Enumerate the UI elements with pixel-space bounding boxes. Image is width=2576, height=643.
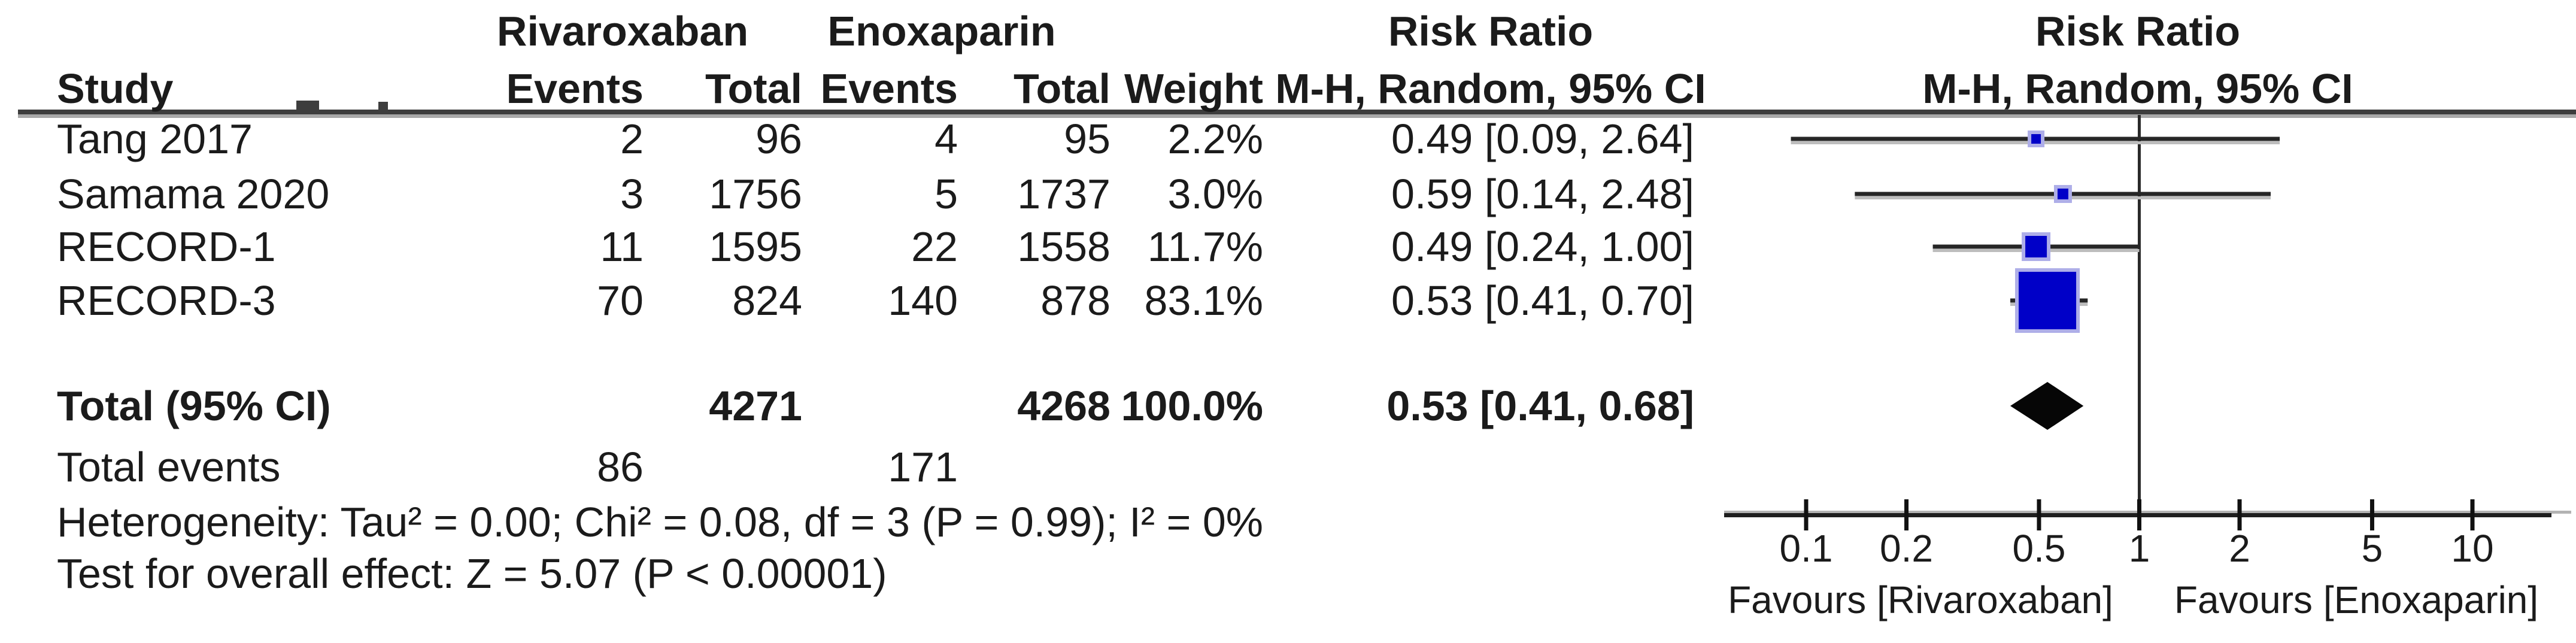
total-treatment-cell: 1595 [709,223,802,270]
total-treatment-cell: 96 [755,116,802,162]
effect-square [2057,189,2068,199]
total-control-cell: 1558 [1017,223,1110,270]
events-control-cell: 22 [911,223,958,270]
header-rule [18,110,2576,114]
cropped-text-artifact [296,101,319,110]
axis-tick-mark [2237,499,2242,530]
plot-header-line1: Risk Ratio [2035,8,2241,54]
axis-tick-label: 1 [2128,527,2150,570]
treatment-group-header: Rivaroxaban [496,8,749,54]
total-events-label: Total events [57,444,281,490]
effect-column-header-line2: M-H, Random, 95% CI [1275,65,1706,112]
risk-ratio-ci-cell: 0.53 [0.41, 0.70] [1391,277,1694,324]
axis-tick-label: 0.5 [2012,527,2066,570]
events-control-cell: 4 [934,116,958,162]
axis-tick-mark [2470,499,2475,530]
total-events-control-cell: 171 [888,444,958,490]
events-control-cell: 140 [888,277,958,324]
effect-square [2019,272,2077,329]
weight-cell: 3.0% [1167,171,1263,217]
total-control-cell: 4268 [1017,383,1110,429]
events-control-cell: 5 [934,171,958,217]
study-name: RECORD-3 [57,277,276,324]
overall-effect-text: Test for overall effect: Z = 5.07 (P < 0… [57,550,887,597]
study-name: Tang 2017 [57,116,253,162]
axis-tick-mark [2037,499,2041,530]
axis-tick-label: 0.1 [1779,527,1833,570]
axis-tick-label: 0.2 [1880,527,1933,570]
plot-header-line2: M-H, Random, 95% CI [1922,65,2353,112]
column-header-events-treatment: Events [506,65,644,112]
null-effect-line [2138,115,2141,514]
total-weight-cell: 100.0% [1121,383,1263,429]
axis-tick-label: 10 [2451,527,2494,570]
events-treatment-cell: 3 [620,171,644,217]
column-header-total-treatment: Total [705,65,802,112]
axis-tick-mark [2369,499,2374,530]
control-group-header: Enoxaparin [827,8,1056,54]
total-control-cell: 1737 [1017,171,1110,217]
effect-square [2025,236,2047,257]
events-treatment-cell: 70 [597,277,644,324]
total-treatment-cell: 4271 [709,383,802,429]
axis-tick-label: 2 [2229,527,2250,570]
total-row-label: Total (95% CI) [57,383,331,429]
axis-tick-label: 5 [2361,527,2383,570]
total-control-cell: 95 [1064,116,1110,162]
favours-left-label: Favours [Rivaroxaban] [1728,578,2113,621]
effect-column-header-line1: Risk Ratio [1388,8,1594,54]
axis-tick-mark [1804,499,1809,530]
column-header-weight: Weight [1124,65,1263,112]
header-rule-shadow [18,114,2576,118]
weight-cell: 11.7% [1147,223,1263,270]
heterogeneity-text: Heterogeneity: Tau² = 0.00; Chi² = 0.08,… [57,499,1263,545]
total-treatment-cell: 1756 [709,171,802,217]
total-events-treatment-cell: 86 [597,444,644,490]
column-header-total-control: Total [1013,65,1110,112]
risk-ratio-ci-cell: 0.49 [0.09, 2.64] [1391,116,1694,162]
events-treatment-cell: 2 [620,116,644,162]
risk-ratio-ci-cell: 0.49 [0.24, 1.00] [1391,223,1694,270]
favours-right-label: Favours [Enoxaparin] [2174,578,2539,621]
pooled-effect-diamond [2010,382,2084,430]
cropped-text-artifact [378,102,388,110]
column-header-events-control: Events [820,65,958,112]
axis-tick-mark [2137,499,2141,530]
weight-cell: 2.2% [1167,116,1263,162]
axis-tick-mark [1904,499,1909,530]
weight-cell: 83.1% [1144,277,1263,324]
events-treatment-cell: 11 [600,223,644,270]
risk-ratio-ci-cell: 0.59 [0.14, 2.48] [1391,171,1694,217]
column-header-study: Study [57,65,174,112]
total-control-cell: 878 [1040,277,1110,324]
x-axis-shadow [1724,511,2571,514]
study-name: Samama 2020 [57,171,330,217]
effect-square [2031,134,2041,144]
total-risk-ratio-ci-cell: 0.53 [0.41, 0.68] [1386,383,1694,429]
total-treatment-cell: 824 [732,277,802,324]
study-name: RECORD-1 [57,223,276,270]
